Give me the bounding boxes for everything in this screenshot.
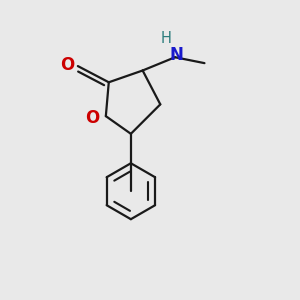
Text: H: H <box>161 31 172 46</box>
Text: N: N <box>169 46 183 64</box>
Text: O: O <box>85 109 100 127</box>
Text: O: O <box>60 56 75 74</box>
